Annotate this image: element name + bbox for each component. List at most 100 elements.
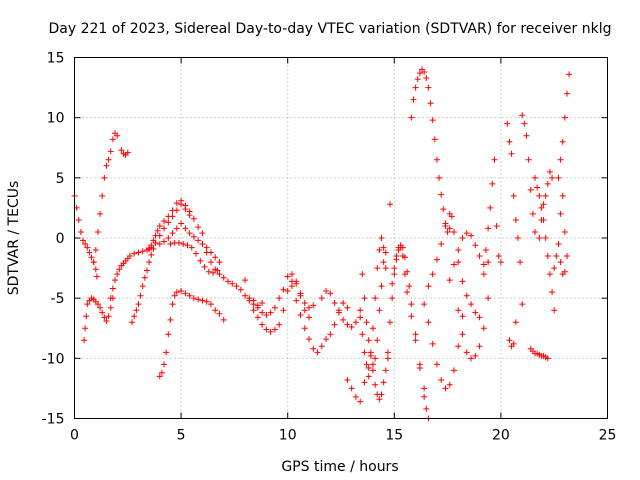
data-point bbox=[131, 313, 138, 320]
data-point bbox=[442, 222, 449, 229]
data-point bbox=[180, 241, 187, 248]
chart-title: Day 221 of 2023, Sidereal Day-to-day VTE… bbox=[49, 21, 612, 37]
data-point bbox=[421, 68, 428, 75]
data-point bbox=[318, 295, 325, 302]
data-point bbox=[427, 100, 434, 107]
data-point bbox=[497, 259, 504, 266]
series-s8 bbox=[156, 220, 223, 266]
data-point bbox=[367, 352, 374, 359]
data-point bbox=[476, 253, 483, 260]
data-point bbox=[425, 283, 432, 290]
data-point bbox=[561, 114, 568, 121]
data-point bbox=[242, 292, 249, 299]
data-point bbox=[267, 309, 274, 316]
data-point bbox=[99, 309, 106, 316]
data-point bbox=[380, 244, 387, 251]
data-point bbox=[546, 271, 553, 278]
data-point bbox=[276, 321, 283, 328]
series-s7 bbox=[146, 197, 206, 252]
data-point bbox=[382, 367, 389, 374]
data-point bbox=[523, 132, 530, 139]
data-point bbox=[271, 304, 278, 311]
data-point bbox=[348, 324, 355, 331]
data-point bbox=[387, 319, 394, 326]
data-point bbox=[86, 249, 93, 256]
data-point bbox=[532, 174, 539, 181]
data-point bbox=[254, 314, 261, 321]
data-point bbox=[463, 349, 470, 356]
data-point bbox=[551, 307, 558, 314]
data-point bbox=[169, 301, 176, 308]
data-point bbox=[476, 343, 483, 350]
data-point bbox=[519, 301, 526, 308]
data-point bbox=[551, 265, 558, 272]
data-point bbox=[510, 192, 517, 199]
data-point bbox=[348, 385, 355, 392]
data-point bbox=[131, 250, 138, 257]
data-point bbox=[158, 369, 165, 376]
data-point bbox=[297, 290, 304, 297]
data-point bbox=[195, 224, 202, 231]
data-point bbox=[161, 218, 168, 225]
data-point bbox=[314, 349, 321, 356]
data-point bbox=[433, 361, 440, 368]
data-point bbox=[391, 271, 398, 278]
y-axis: -15 -10 -5 0 5 10 15 bbox=[42, 51, 608, 428]
x-tick-label: 0 bbox=[70, 428, 79, 444]
data-point bbox=[468, 301, 475, 308]
data-point bbox=[421, 393, 428, 400]
series-s1 bbox=[71, 192, 100, 280]
data-point bbox=[141, 274, 148, 281]
data-point bbox=[105, 156, 112, 163]
series-s22 bbox=[387, 201, 394, 208]
data-point bbox=[549, 174, 556, 181]
data-point bbox=[438, 241, 445, 248]
data-point bbox=[210, 269, 217, 276]
data-point bbox=[318, 343, 325, 350]
data-point bbox=[195, 237, 202, 244]
data-point bbox=[455, 247, 462, 254]
data-point bbox=[199, 230, 206, 237]
data-point bbox=[517, 259, 524, 266]
data-point bbox=[389, 295, 396, 302]
data-point bbox=[203, 298, 210, 305]
series-s35 bbox=[551, 192, 568, 272]
data-point bbox=[544, 355, 551, 362]
data-point bbox=[459, 313, 466, 320]
data-point bbox=[82, 325, 89, 332]
data-point bbox=[148, 242, 155, 249]
data-point bbox=[372, 355, 379, 362]
data-point bbox=[433, 256, 440, 263]
data-point bbox=[361, 379, 368, 386]
data-point bbox=[229, 280, 236, 287]
data-point bbox=[485, 259, 492, 266]
data-point bbox=[173, 200, 180, 207]
data-point bbox=[178, 197, 185, 204]
data-point bbox=[357, 398, 364, 405]
x-tick-label: 10 bbox=[279, 428, 297, 444]
data-point bbox=[555, 241, 562, 248]
data-point bbox=[250, 307, 257, 314]
data-point bbox=[406, 283, 413, 290]
data-point bbox=[549, 289, 556, 296]
data-point bbox=[365, 373, 372, 380]
series-s3 bbox=[90, 130, 121, 266]
data-point bbox=[156, 222, 163, 229]
data-point bbox=[154, 227, 161, 234]
data-point bbox=[416, 70, 423, 77]
data-point bbox=[429, 117, 436, 124]
data-point bbox=[107, 304, 114, 311]
data-point bbox=[173, 225, 180, 232]
data-point bbox=[487, 204, 494, 211]
data-point bbox=[525, 156, 532, 163]
data-point bbox=[369, 361, 376, 368]
data-point bbox=[391, 265, 398, 272]
data-point bbox=[472, 309, 479, 316]
series-s26 bbox=[446, 230, 492, 284]
data-point bbox=[482, 247, 489, 254]
data-point bbox=[184, 242, 191, 249]
data-point bbox=[197, 257, 204, 264]
data-point bbox=[384, 349, 391, 356]
series-s9 bbox=[167, 239, 221, 276]
data-point bbox=[423, 74, 430, 81]
